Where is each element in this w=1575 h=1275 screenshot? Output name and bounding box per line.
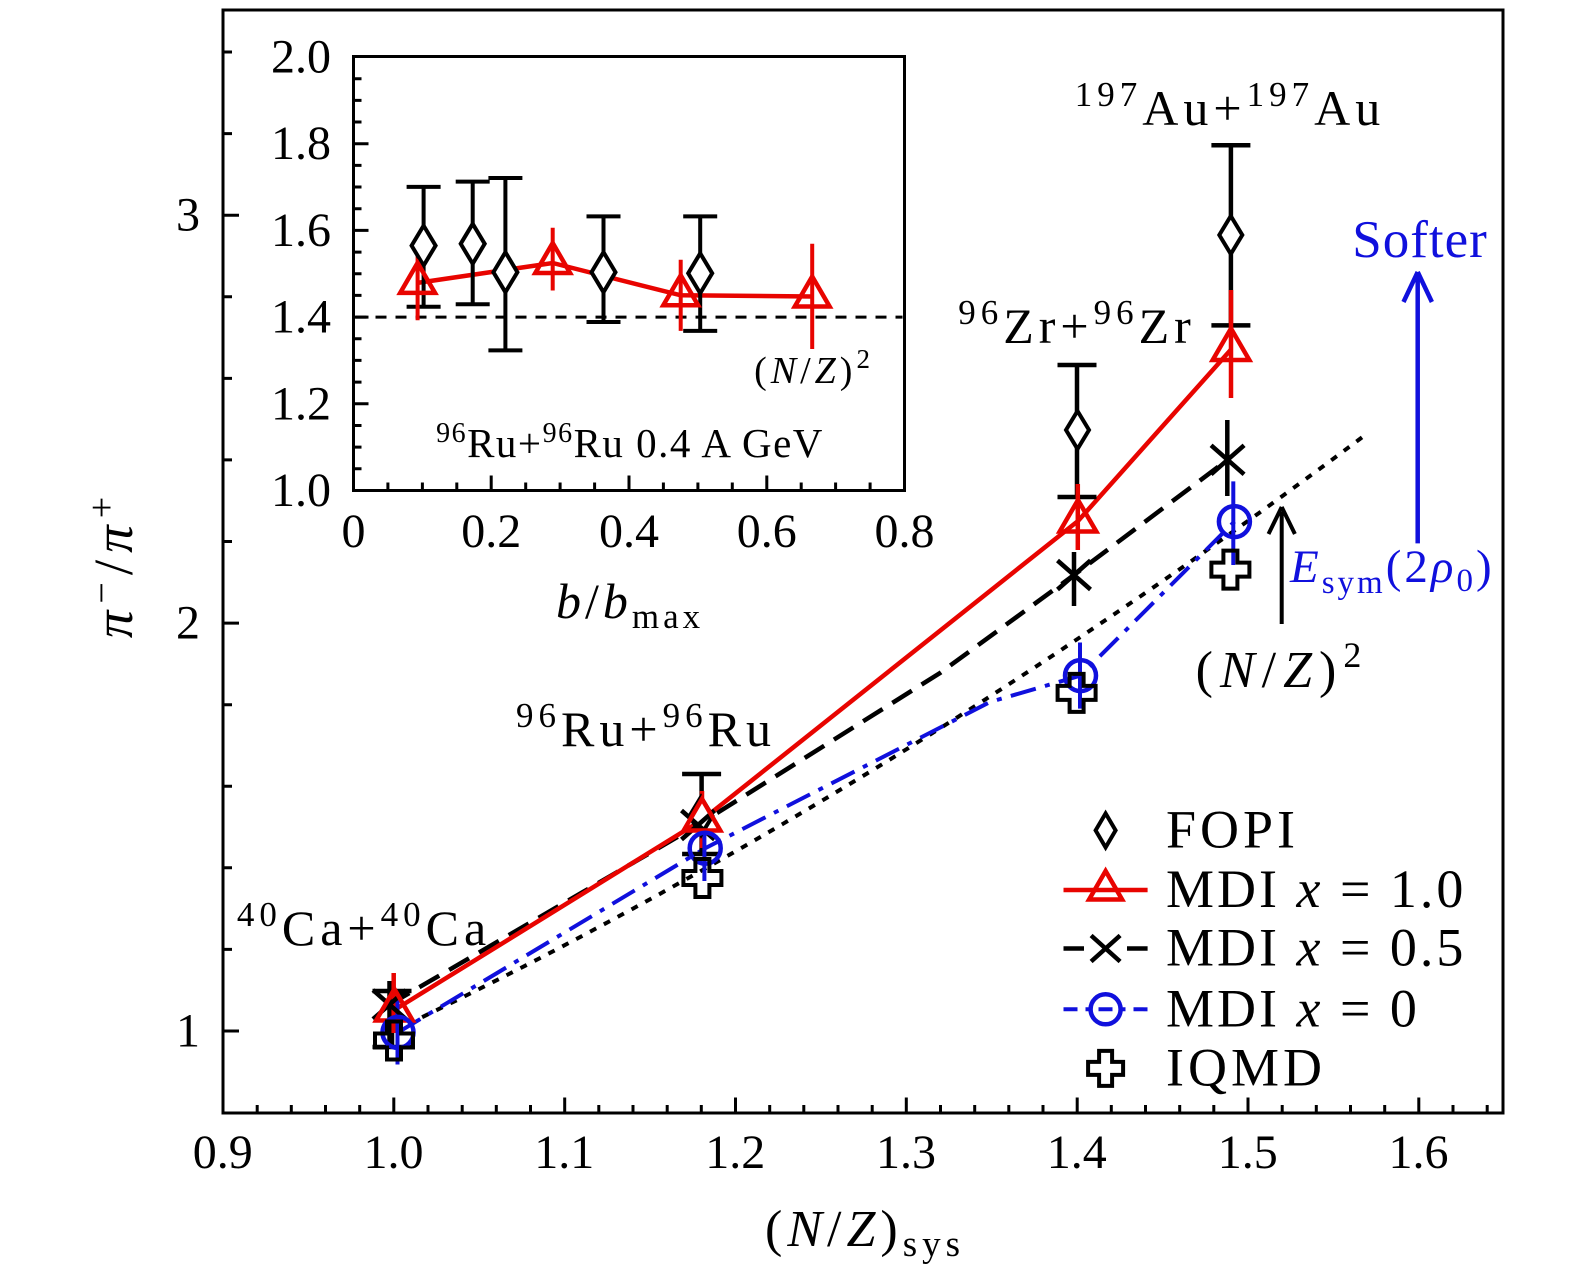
svg-text:96Zr+96Zr: 96Zr+96Zr [958,293,1196,354]
svg-text:(N/Z)2: (N/Z)2 [1196,635,1369,699]
svg-text:1.8: 1.8 [271,117,331,170]
svg-text:(N/Z)2: (N/Z)2 [754,344,874,392]
svg-text:3: 3 [176,189,200,242]
svg-text:MDI x = 1.0: MDI x = 1.0 [1166,859,1466,919]
svg-text:1.6: 1.6 [271,204,331,257]
svg-text:0.9: 0.9 [193,1126,253,1179]
svg-text:197Au+197Au: 197Au+197Au [1075,75,1385,136]
svg-text:1.2: 1.2 [705,1126,765,1179]
svg-text:1.0: 1.0 [271,464,331,517]
svg-text:MDI x = 0: MDI x = 0 [1166,978,1420,1038]
svg-text:1.3: 1.3 [876,1126,936,1179]
svg-text:2: 2 [176,597,200,650]
svg-text:1.1: 1.1 [534,1126,594,1179]
svg-text:0.4: 0.4 [599,505,659,558]
svg-text:0.2: 0.2 [461,505,521,558]
svg-text:b/bmax: b/bmax [556,573,704,636]
svg-text:FOPI: FOPI [1166,799,1299,859]
svg-text:1: 1 [176,1005,200,1058]
svg-text:2.0: 2.0 [271,31,331,84]
svg-text:IQMD: IQMD [1166,1037,1326,1097]
svg-text:40Ca+40Ca: 40Ca+40Ca [237,895,491,956]
svg-text:MDI x = 0.5: MDI x = 0.5 [1166,918,1466,978]
svg-text:1.4: 1.4 [1047,1126,1107,1179]
svg-text:0.8: 0.8 [875,505,935,558]
svg-text:0: 0 [342,505,366,558]
svg-text:Softer: Softer [1352,211,1488,269]
svg-text:1.2: 1.2 [271,377,331,430]
svg-text:96Ru+96Ru: 96Ru+96Ru [516,696,776,757]
svg-text:π−/π+: π−/π+ [81,490,144,638]
svg-text:96Ru+96Ru 0.4 A GeV: 96Ru+96Ru 0.4 A GeV [436,418,824,466]
svg-text:0.6: 0.6 [737,505,797,558]
svg-text:1.5: 1.5 [1218,1126,1278,1179]
svg-text:1.4: 1.4 [271,291,331,344]
svg-text:1.0: 1.0 [364,1126,424,1179]
svg-text:Esym(2ρ0): Esym(2ρ0) [1289,541,1495,601]
svg-text:1.6: 1.6 [1389,1126,1449,1179]
